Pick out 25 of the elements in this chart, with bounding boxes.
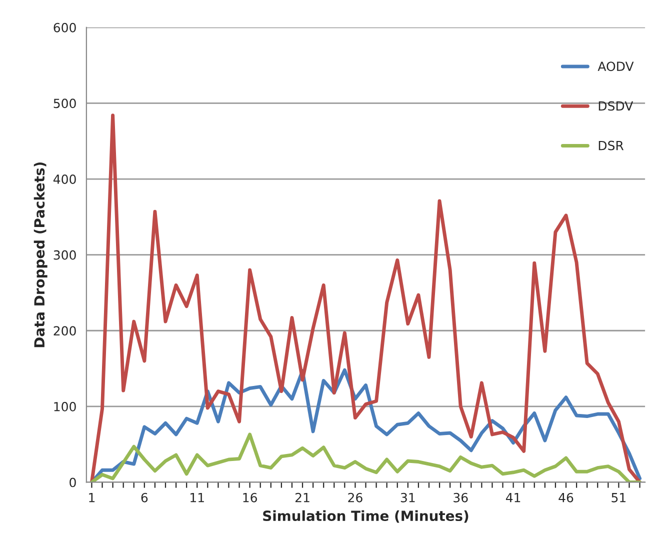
x-tick-label: 41 (506, 493, 520, 502)
x-tick-label: 31 (400, 492, 415, 502)
x-tick-label: 26 (348, 492, 362, 502)
y-tick-label: 0 (70, 478, 76, 488)
y-axis-title: Data Dropped (Packets) (34, 162, 48, 348)
y-tick-label: 300 (54, 250, 76, 260)
x-tick-label: 46 (558, 492, 574, 502)
y-tick-label: 400 (53, 174, 76, 184)
x-tick-label: 1 (89, 493, 95, 502)
legend-label: AODV (598, 62, 634, 72)
x-tick-label: 11 (190, 493, 204, 502)
y-tick-label: 100 (54, 402, 76, 412)
legend-label: DSDV (598, 101, 634, 111)
x-tick-label: 6 (141, 492, 148, 502)
legend-label: DSR (598, 140, 624, 150)
x-tick-label: 51 (612, 493, 626, 502)
x-tick-label: 16 (243, 492, 257, 502)
line-series (90, 114, 642, 482)
x-tick-label: 21 (295, 492, 310, 502)
x-tick-label: 36 (454, 492, 468, 502)
x-axis-title: Simulation Time (Minutes) (263, 510, 468, 523)
line-series (90, 432, 642, 482)
y-tick-label: 600 (54, 22, 76, 32)
y-tick-label: 200 (54, 326, 76, 336)
y-tick-label: 500 (54, 98, 76, 108)
